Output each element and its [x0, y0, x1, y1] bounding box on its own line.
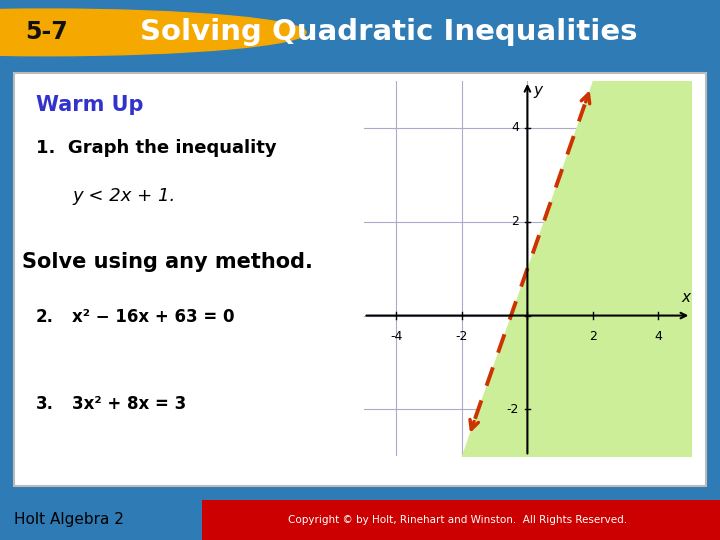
- Text: x² − 16x + 63 = 0: x² − 16x + 63 = 0: [72, 308, 235, 326]
- Text: 1: 1: [436, 357, 449, 376]
- Text: x: x: [682, 290, 690, 305]
- Text: Warm Up: Warm Up: [36, 95, 143, 115]
- Text: 1.  Graph the inequality: 1. Graph the inequality: [36, 139, 276, 157]
- Text: Copyright © by Holt, Rinehart and Winston.  All Rights Reserved.: Copyright © by Holt, Rinehart and Winsto…: [287, 515, 627, 525]
- Text: -2: -2: [507, 403, 519, 416]
- Text: 3.: 3.: [36, 395, 54, 413]
- Circle shape: [0, 9, 306, 56]
- Text: -2: -2: [456, 329, 468, 343]
- Text: 5-7: 5-7: [25, 21, 68, 44]
- Text: 3: 3: [436, 413, 449, 430]
- Text: 2.: 2.: [36, 308, 54, 326]
- Text: 4: 4: [511, 122, 519, 134]
- Text: y < 2x + 1.: y < 2x + 1.: [72, 186, 175, 205]
- Text: Holt Algebra 2: Holt Algebra 2: [14, 512, 125, 527]
- Text: 2: 2: [589, 329, 597, 343]
- Text: Solving Quadratic Inequalities: Solving Quadratic Inequalities: [140, 18, 637, 46]
- Bar: [202, 500, 720, 540]
- Text: 2: 2: [511, 215, 519, 228]
- Text: 4: 4: [654, 329, 662, 343]
- Text: 3x² + 8x = 3: 3x² + 8x = 3: [72, 395, 186, 413]
- Text: 7, 9: 7, 9: [382, 308, 420, 326]
- Text: −3,: −3,: [382, 395, 416, 413]
- Text: Solve using any method.: Solve using any method.: [22, 252, 312, 272]
- Text: y: y: [534, 83, 542, 98]
- Text: -4: -4: [390, 329, 402, 343]
